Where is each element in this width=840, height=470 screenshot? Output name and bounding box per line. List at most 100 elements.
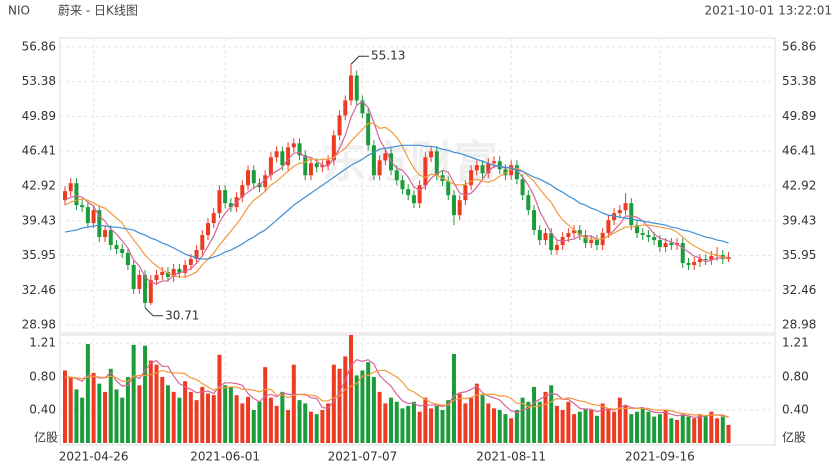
volume-bar <box>114 389 119 443</box>
volume-bar <box>371 377 376 443</box>
candle-body <box>303 155 308 176</box>
volume-bar <box>451 353 456 443</box>
high-annotation: 55.13 <box>371 49 405 63</box>
volume-bar <box>480 395 485 443</box>
volume-bar <box>143 345 148 443</box>
candle-body <box>240 185 245 198</box>
candle-body <box>108 230 113 246</box>
volume-bar <box>400 408 405 443</box>
candle-body <box>394 170 399 181</box>
moving-average-line <box>64 122 729 278</box>
y-tick-label: 53.38 <box>22 74 56 88</box>
candle-body <box>246 170 251 186</box>
y-tick-label-right: 42.92 <box>782 178 816 192</box>
volume-bar <box>183 381 188 443</box>
candle-body <box>360 100 365 114</box>
candle-body <box>640 233 645 236</box>
candle-body <box>326 160 331 166</box>
candle-body <box>183 264 188 273</box>
volume-bar <box>411 401 416 443</box>
volume-bar <box>715 418 720 443</box>
volume-bar <box>509 418 514 443</box>
volume-bar <box>291 364 296 443</box>
y-tick-label-right: 53.38 <box>782 74 816 88</box>
volume-bar <box>383 403 388 443</box>
candle-body <box>697 259 702 262</box>
volume-tick-label: 1.21 <box>29 336 56 350</box>
volume-bar <box>314 414 319 443</box>
candle-body <box>148 279 153 303</box>
volume-bar <box>606 408 611 443</box>
volume-bar <box>589 410 594 443</box>
candle-body <box>331 135 336 161</box>
y-tick-label-right: 39.43 <box>782 213 816 227</box>
candle-body <box>257 183 262 188</box>
volume-bar <box>566 401 571 443</box>
volume-bar <box>675 419 680 443</box>
volume-bar <box>417 411 422 443</box>
volume-bar <box>537 401 542 443</box>
volume-bar <box>692 418 697 443</box>
volume-bar <box>274 405 279 443</box>
candle-body <box>652 237 657 241</box>
candle-body <box>211 213 216 224</box>
candle-body <box>354 75 359 101</box>
candle-body <box>532 210 537 231</box>
candle-body <box>274 151 279 158</box>
candle-body <box>726 257 731 260</box>
low-annotation: 30.71 <box>165 308 199 322</box>
volume-bar <box>492 408 496 443</box>
candle-body <box>160 271 165 275</box>
volume-bar <box>514 410 519 443</box>
volume-bar <box>612 411 617 443</box>
candle-body <box>692 261 697 265</box>
volume-bar <box>503 414 508 443</box>
volume-bar <box>560 410 565 443</box>
volume-bar <box>154 364 159 443</box>
volume-bar <box>303 403 308 443</box>
candle-body <box>143 274 148 303</box>
candle-body <box>526 195 531 211</box>
candle-body <box>635 225 639 234</box>
candle-body <box>200 235 205 251</box>
volume-bar <box>720 416 725 443</box>
volume-bar <box>486 403 491 443</box>
volume-bar <box>125 377 130 443</box>
volume-tick-label-right: 1.21 <box>782 336 809 350</box>
timestamp: 2021-10-01 13:22:01 <box>705 4 832 18</box>
volume-bar <box>635 411 639 443</box>
candle-body <box>343 100 348 116</box>
volume-bar <box>457 393 462 443</box>
volume-unit-right: 亿股 <box>782 430 806 445</box>
volume-tick-label: 0.80 <box>29 370 56 384</box>
volume-bar <box>526 401 531 443</box>
volume-bar <box>137 385 142 443</box>
x-tick-label: 2021-07-07 <box>328 450 398 464</box>
volume-bar <box>686 416 691 443</box>
y-tick-label: 56.86 <box>22 39 56 53</box>
candle-body <box>251 170 256 184</box>
y-tick-label: 32.46 <box>22 283 56 297</box>
volume-bar <box>331 364 336 443</box>
volume-bar <box>446 400 451 443</box>
x-tick-label: 2021-04-26 <box>59 450 129 464</box>
candle-body <box>417 185 422 204</box>
volume-bar <box>200 386 205 443</box>
volume-bar <box>377 391 382 443</box>
volume-bar <box>532 386 537 443</box>
volume-bar <box>74 389 79 443</box>
candle-body <box>371 145 376 176</box>
candle-body <box>657 240 662 248</box>
candle-body <box>583 235 588 244</box>
volume-bar <box>63 370 67 443</box>
candle-body <box>617 210 622 214</box>
volume-bar <box>171 391 176 443</box>
candle-body <box>286 147 291 166</box>
x-tick-label: 2021-08-11 <box>476 450 546 464</box>
volume-bar <box>177 397 182 443</box>
candle-body <box>80 205 85 208</box>
candle-body <box>594 240 599 246</box>
volume-unit: 亿股 <box>34 430 58 445</box>
candle-body <box>63 191 67 201</box>
candle-body <box>154 274 159 280</box>
